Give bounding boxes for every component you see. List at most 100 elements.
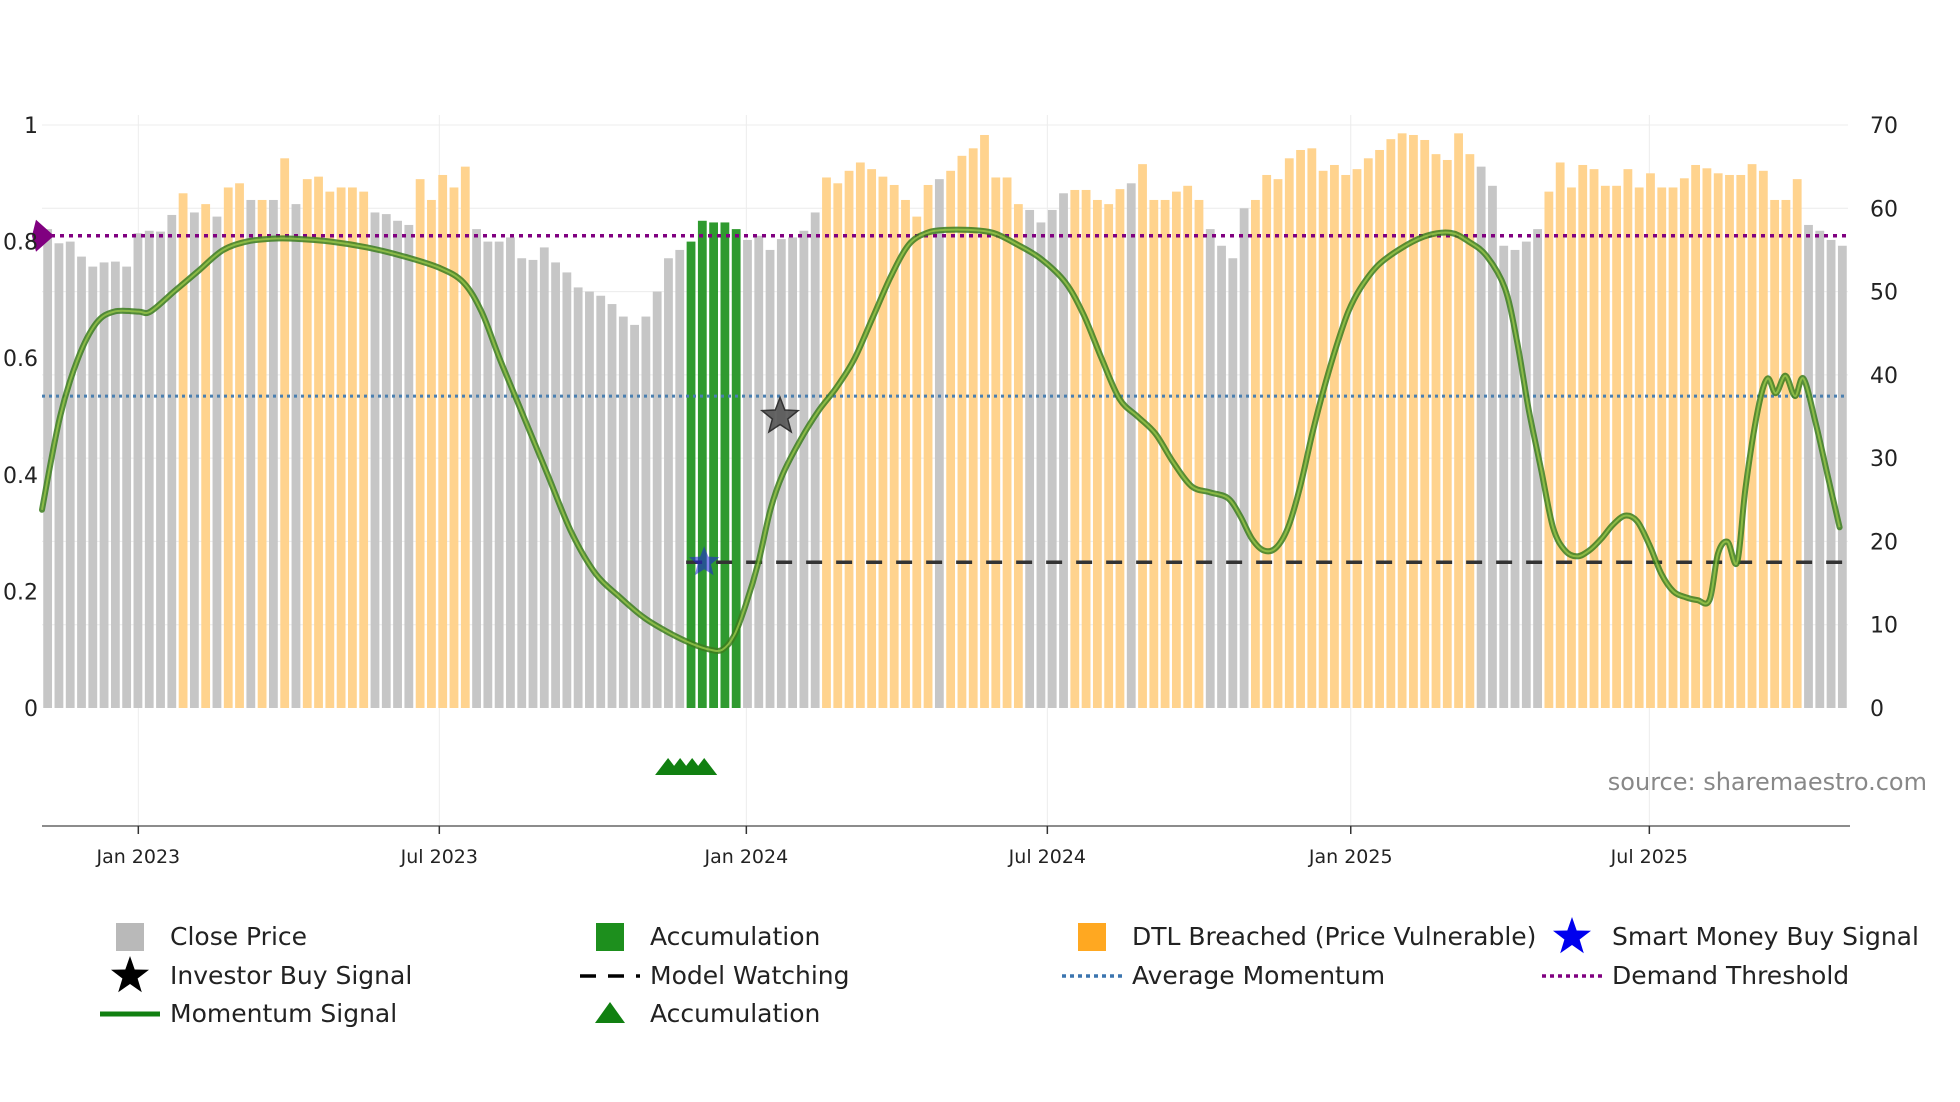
left-axis-tick-label: 0	[24, 697, 38, 722]
legend-item: Close Price	[116, 922, 307, 951]
bar-grey	[404, 224, 414, 708]
bar-orange	[1758, 170, 1768, 708]
legend-item: Model Watching	[580, 961, 850, 990]
bar-grey	[1533, 229, 1542, 709]
bar-orange	[348, 187, 357, 708]
bar-grey	[754, 235, 764, 708]
legend-label: Close Price	[170, 922, 307, 951]
bar-grey	[291, 204, 301, 708]
bar-orange	[1454, 133, 1463, 708]
bar-orange	[1115, 189, 1125, 708]
bar-grey	[1804, 224, 1813, 708]
bar-grey	[1837, 245, 1847, 708]
bar-grey	[934, 179, 944, 708]
bar-orange	[438, 174, 448, 709]
bar-grey	[1521, 241, 1531, 708]
bar-grey	[370, 212, 380, 708]
bar-grey	[528, 259, 538, 708]
right-axis-tick-label: 40	[1870, 364, 1898, 389]
signal-markers	[655, 395, 801, 775]
bar-grey	[765, 249, 775, 708]
momentum-signal-layer	[39, 226, 1843, 655]
bar-grey	[1205, 229, 1215, 709]
bar-orange	[1770, 199, 1780, 708]
right-axis-tick-label: 50	[1870, 281, 1898, 306]
bar-orange	[901, 199, 910, 708]
bar-grey	[641, 316, 651, 708]
bar-orange	[980, 134, 989, 709]
bar-orange	[415, 179, 425, 708]
bar-orange	[1623, 169, 1633, 708]
bar-orange	[867, 169, 877, 708]
bar-grey	[54, 243, 64, 708]
left-axis-tick-label: 0.6	[3, 347, 38, 372]
bar-grey	[675, 249, 685, 708]
bar-grey	[483, 241, 493, 708]
bar-grey	[246, 199, 256, 708]
legend-star-icon	[111, 956, 149, 993]
bar-orange	[1702, 168, 1712, 708]
bar-orange	[1465, 154, 1475, 708]
bar-orange	[1578, 164, 1588, 709]
bar-grey	[596, 295, 606, 708]
bar-grey	[630, 324, 639, 708]
legend-label: Momentum Signal	[170, 999, 397, 1028]
right-axis-tick-label: 20	[1870, 530, 1898, 555]
bar-orange	[1409, 134, 1418, 709]
bar-grey	[743, 239, 752, 708]
bar-orange	[1171, 191, 1181, 708]
legend-label: Demand Threshold	[1612, 961, 1849, 990]
legend-item: Momentum Signal	[100, 999, 397, 1028]
bar-orange	[427, 199, 436, 708]
bar-orange	[957, 155, 967, 708]
bar-grey	[1036, 222, 1046, 708]
bar-orange	[1679, 178, 1689, 709]
bar-grey	[494, 241, 504, 708]
bar-orange	[1431, 154, 1441, 708]
x-axis-tick-label: Jan 2023	[95, 846, 180, 868]
legend-label: Accumulation	[650, 999, 820, 1028]
bar-grey	[1239, 208, 1249, 709]
bar-grey	[1826, 239, 1836, 708]
bar-orange	[1273, 179, 1283, 708]
bar-orange	[1092, 199, 1102, 708]
investor-buy-star	[759, 395, 801, 434]
bar-orange	[1691, 164, 1701, 709]
left-axis-tick-label: 0.2	[3, 580, 38, 605]
bar-grey	[618, 316, 628, 708]
x-axis-tick-label: Jan 2024	[703, 846, 788, 868]
bar-grey	[381, 214, 391, 708]
bar-grey	[212, 216, 222, 709]
bar-orange	[460, 166, 470, 708]
bar-orange	[855, 162, 865, 709]
bar-orange	[844, 170, 854, 708]
bar-orange	[1725, 174, 1734, 709]
bar-orange	[449, 187, 459, 708]
bar-orange	[1600, 185, 1610, 709]
bar-orange	[1646, 173, 1655, 708]
bar-orange	[1318, 170, 1328, 708]
bar-grey	[1476, 166, 1486, 708]
bar-orange	[946, 170, 956, 708]
bar-orange	[302, 179, 312, 708]
bar-grey	[88, 266, 98, 708]
bar-orange	[991, 177, 1001, 709]
legend-star-icon	[1553, 917, 1591, 954]
bar-orange	[178, 193, 188, 709]
legend-label: Investor Buy Signal	[170, 961, 412, 990]
bar-grey	[551, 262, 560, 708]
legend-label: Model Watching	[650, 961, 850, 990]
right-axis-tick-label: 10	[1870, 614, 1898, 639]
legend-swatch	[116, 923, 144, 951]
legend-item: Accumulation	[595, 999, 820, 1028]
legend-label: Accumulation	[650, 922, 820, 951]
bar-orange	[235, 183, 244, 709]
bar-orange	[1284, 158, 1294, 708]
legend-swatch	[1078, 923, 1106, 951]
bar-orange	[1713, 173, 1723, 708]
bar-grey	[517, 258, 527, 708]
bar-green	[697, 220, 707, 708]
bar-orange	[1668, 187, 1678, 708]
legend-label: DTL Breached (Price Vulnerable)	[1132, 922, 1536, 951]
